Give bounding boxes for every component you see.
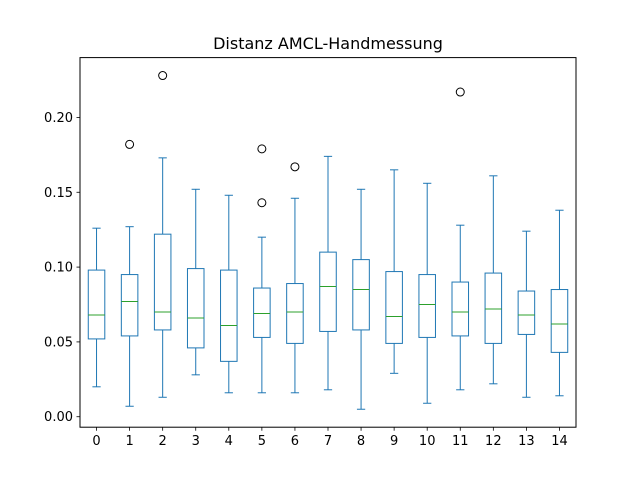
chart-title: Distanz AMCL-Handmessung [213,34,443,53]
x-tick-label: 5 [258,434,266,449]
y-tick-label: 0.20 [44,111,73,126]
box-iqr [186,268,205,349]
outlier-point [158,71,168,81]
x-tick-label: 7 [324,434,332,449]
outlier-point [125,139,135,149]
x-tick-label: 14 [551,434,568,449]
box-iqr [286,283,304,344]
box-iqr [120,274,139,337]
outlier-point [257,198,267,208]
x-tick-label: 0 [92,434,100,449]
x-tick-label: 2 [159,434,167,449]
box-iqr [220,269,238,362]
outlier-point [455,87,465,97]
x-tick-label: 11 [452,434,469,449]
outlier-point [257,144,267,154]
x-tick-label: 12 [485,434,502,449]
x-tick-label: 1 [125,434,133,449]
box-iqr [319,251,337,332]
x-tick-label: 13 [518,434,535,449]
box-iqr [484,272,503,344]
y-tick-label: 0.00 [44,410,73,425]
x-tick-label: 10 [419,434,436,449]
box-iqr [87,269,106,340]
box-iqr [385,271,403,344]
box-iqr [451,281,470,337]
x-tick-label: 3 [192,434,200,449]
x-tick-label: 9 [390,434,398,449]
x-tick-label: 4 [225,434,233,449]
plot-area: 0.000.050.100.150.200 1 2 3 4 5 6 7 8 9 10 11 12 13 14 [44,71,569,449]
x-tick-label: 6 [291,434,299,449]
box-iqr [418,274,436,338]
box-iqr [253,287,271,338]
box-iqr [153,233,172,331]
outlier-point [290,162,300,172]
y-tick-label: 0.10 [44,261,73,276]
y-tick-label: 0.05 [44,335,73,350]
box-iqr [550,289,569,353]
y-tick-label: 0.15 [44,186,73,201]
x-tick-label: 8 [357,434,365,449]
box-iqr [517,290,536,335]
box-iqr [352,259,370,331]
axes-frame [79,57,577,428]
